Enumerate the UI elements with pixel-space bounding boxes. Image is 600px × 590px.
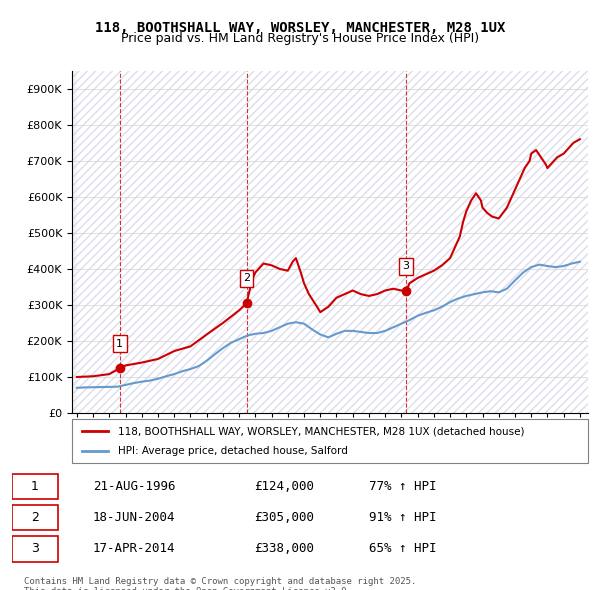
Text: 118, BOOTHSHALL WAY, WORSLEY, MANCHESTER, M28 1UX (detached house): 118, BOOTHSHALL WAY, WORSLEY, MANCHESTER…	[118, 427, 525, 436]
FancyBboxPatch shape	[12, 505, 58, 530]
FancyBboxPatch shape	[12, 536, 58, 562]
Text: HPI: Average price, detached house, Salford: HPI: Average price, detached house, Salf…	[118, 446, 349, 455]
FancyBboxPatch shape	[72, 419, 588, 463]
Text: 2: 2	[243, 273, 250, 283]
Text: 1: 1	[31, 480, 39, 493]
Text: £305,000: £305,000	[254, 511, 314, 525]
Text: £338,000: £338,000	[254, 542, 314, 555]
Text: £124,000: £124,000	[254, 480, 314, 493]
Text: 18-JUN-2004: 18-JUN-2004	[92, 511, 175, 525]
Text: 118, BOOTHSHALL WAY, WORSLEY, MANCHESTER, M28 1UX: 118, BOOTHSHALL WAY, WORSLEY, MANCHESTER…	[95, 21, 505, 35]
Text: 1: 1	[116, 339, 123, 349]
Text: 2: 2	[31, 511, 39, 525]
Text: 77% ↑ HPI: 77% ↑ HPI	[369, 480, 437, 493]
Text: Price paid vs. HM Land Registry's House Price Index (HPI): Price paid vs. HM Land Registry's House …	[121, 32, 479, 45]
Text: 3: 3	[403, 261, 410, 271]
Text: 91% ↑ HPI: 91% ↑ HPI	[369, 511, 437, 525]
Text: 17-APR-2014: 17-APR-2014	[92, 542, 175, 555]
Text: 3: 3	[31, 542, 39, 555]
FancyBboxPatch shape	[12, 474, 58, 499]
Text: 65% ↑ HPI: 65% ↑ HPI	[369, 542, 437, 555]
Text: Contains HM Land Registry data © Crown copyright and database right 2025.
This d: Contains HM Land Registry data © Crown c…	[24, 577, 416, 590]
Text: 21-AUG-1996: 21-AUG-1996	[92, 480, 175, 493]
